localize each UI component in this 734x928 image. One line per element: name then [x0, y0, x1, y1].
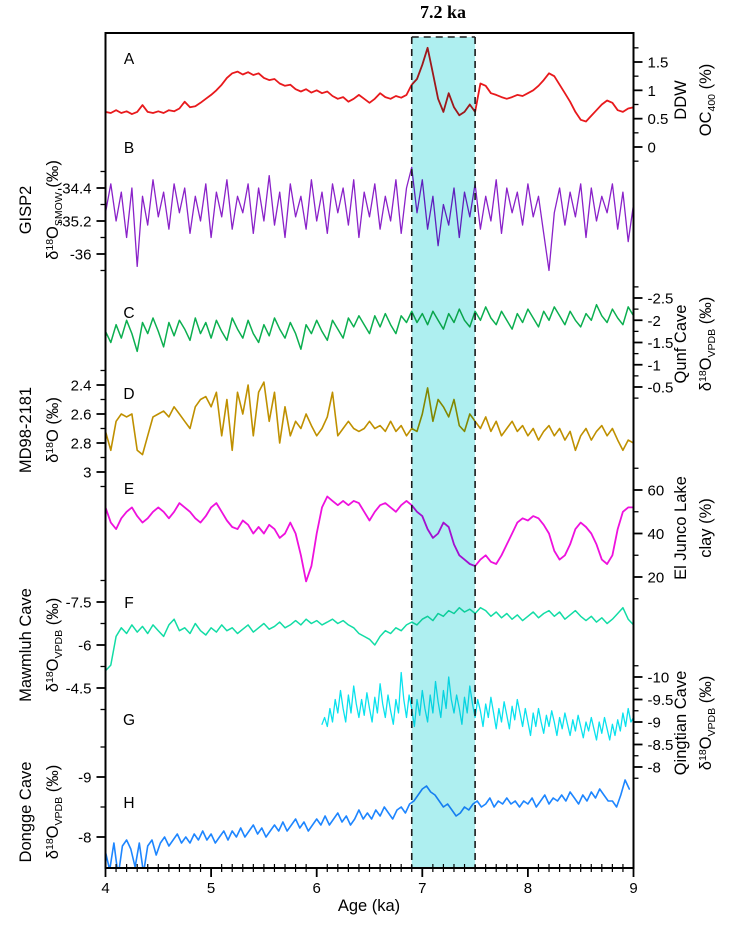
y-tick-label: 40	[648, 526, 665, 543]
y-axis-D: 2.4 2.6 2.8 3	[71, 369, 106, 488]
y-tick-label: -34.4	[57, 181, 91, 198]
x-tick-label: 8	[524, 880, 532, 897]
y-tick-label: 0	[648, 140, 656, 157]
plot-frame	[104, 32, 635, 869]
axis-title-units-A: OC400 (%)	[697, 64, 718, 137]
y-tick-label: -8.5	[648, 737, 674, 754]
y-axis-A: 1.5 1 0.5 0	[633, 47, 669, 162]
axis-title-name-B: GISP2	[17, 186, 35, 235]
axis-title-name-C: Qunf Cave	[672, 305, 690, 384]
y-tick-label: -7.5	[66, 595, 92, 612]
series-line-E	[105, 495, 634, 583]
panel-letter-C: C	[123, 305, 134, 322]
axis-title-units-F: δ18OVPDB (‰)	[44, 598, 65, 692]
x-axis-label: Age (ka)	[338, 897, 400, 915]
series-line-A	[105, 46, 634, 123]
x-tick-label: 5	[207, 880, 215, 897]
series-line-B	[105, 166, 634, 272]
y-tick-label: -35.2	[57, 214, 91, 231]
y-tick-label: 1	[648, 83, 656, 100]
y-tick-label: -9.5	[648, 692, 674, 709]
y-tick-label: 3	[83, 465, 91, 482]
series-line-H	[105, 779, 631, 868]
axis-title-units-D: δ18O (‰)	[44, 397, 62, 463]
y-tick-label: 2.4	[71, 378, 92, 395]
x-axis: 4 5 6 7 8 9	[101, 864, 638, 897]
y-tick-label: -10	[648, 670, 670, 687]
panel-letter-E: E	[124, 481, 134, 498]
axis-title-units-B: δ18OSMOW (‰)	[44, 160, 65, 260]
y-tick-label: -9	[648, 715, 661, 732]
y-tick-label: 2.6	[71, 407, 92, 424]
panel-letter-F: F	[124, 595, 133, 612]
x-tick-label: 4	[101, 880, 109, 897]
highlight-band	[411, 37, 476, 868]
y-tick-label: 60	[648, 483, 665, 500]
y-tick-label: -6	[78, 638, 91, 655]
axis-title-units-G: δ18OVPDB (‰)	[697, 676, 718, 770]
axis-title-name-D: MD98-2181	[17, 387, 35, 473]
panel-letter-D: D	[123, 386, 134, 403]
panel-letter-A: A	[124, 51, 135, 68]
y-tick-label: -36	[70, 247, 92, 264]
panel-letter-B: B	[124, 140, 134, 157]
y-axis-G: -10 -9.5 -9 -8.5 -8	[633, 665, 674, 779]
series-line-D	[105, 381, 634, 456]
y-tick-label: -9	[78, 770, 91, 787]
panel-letter-G: G	[123, 712, 135, 729]
series-line-G	[321, 671, 634, 741]
axis-title-name-H: Dongge Cave	[17, 762, 35, 863]
y-tick-label: 0.5	[648, 111, 669, 128]
axis-title-units-C: δ18OVPDB (‰)	[697, 297, 718, 391]
y-axis-F: -7.5 -6 -4.5	[66, 579, 106, 711]
axis-title-name-G: Qingtian Cave	[672, 671, 690, 776]
panel-letter-H: H	[123, 795, 134, 812]
series-line-C	[105, 303, 634, 353]
series-line-F	[105, 606, 634, 672]
axis-title-units-E: clay (%)	[697, 498, 715, 558]
x-tick-label: 9	[629, 880, 637, 897]
x-tick-label: 6	[313, 880, 321, 897]
y-tick-label: 1.5	[648, 55, 669, 72]
axis-title-name-F: Mawmluh Cave	[17, 588, 35, 702]
y-axis-C: -2.5 -2 -1.5 -1 -0.5	[633, 286, 674, 399]
y-tick-label: -2	[648, 313, 661, 330]
x-tick-label: 7	[418, 880, 426, 897]
y-tick-label: -0.5	[648, 380, 674, 397]
y-tick-label: -2.5	[648, 291, 674, 308]
series-group	[105, 46, 634, 868]
y-axis-E: 60 40 20	[633, 467, 665, 600]
axis-title-name-A: DDW	[672, 80, 690, 120]
y-tick-label: 2.8	[71, 436, 92, 453]
band-event-title: 7.2 ka	[420, 2, 466, 22]
y-tick-label: -1.5	[648, 335, 674, 352]
axis-title-units-H: δ18OVPDB (‰)	[44, 765, 65, 859]
y-tick-label: -1	[648, 357, 661, 374]
y-axis-H: -9 -8	[78, 746, 106, 847]
y-axis-B: -34.4 -35.2 -36	[57, 170, 106, 272]
y-tick-label: -8	[78, 830, 91, 847]
y-tick-label: -8	[648, 760, 661, 777]
y-tick-label: 20	[648, 570, 665, 587]
y-tick-label: -4.5	[66, 681, 92, 698]
axis-title-name-E: El Junco Lake	[672, 476, 690, 580]
